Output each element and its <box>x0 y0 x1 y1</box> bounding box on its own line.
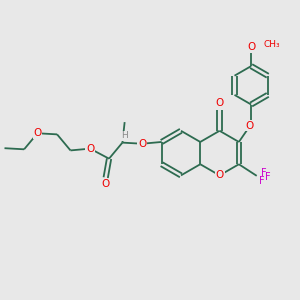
Text: O: O <box>247 42 255 52</box>
Text: F: F <box>261 168 266 178</box>
Text: O: O <box>215 170 224 180</box>
Text: O: O <box>138 139 146 149</box>
Text: F: F <box>260 176 265 186</box>
Text: O: O <box>215 98 224 108</box>
Text: O: O <box>33 128 42 138</box>
Text: O: O <box>102 179 110 189</box>
Text: O: O <box>86 144 94 154</box>
Text: CH₃: CH₃ <box>263 40 280 49</box>
Text: H: H <box>122 131 128 140</box>
Text: F: F <box>265 172 271 182</box>
Text: O: O <box>245 121 254 131</box>
